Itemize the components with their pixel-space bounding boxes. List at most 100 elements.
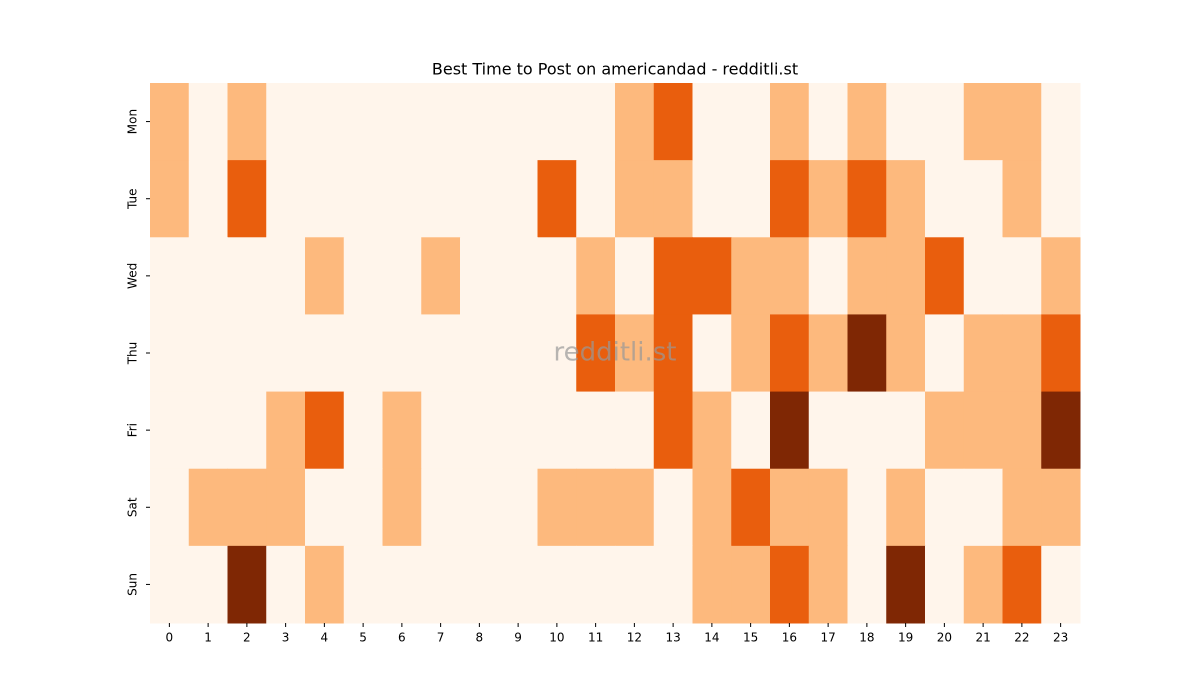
- heatmap-cell: [227, 237, 267, 315]
- heatmap-cell: [460, 468, 500, 547]
- x-tick-label: 0: [166, 631, 174, 645]
- heatmap-cell: [227, 468, 267, 547]
- heatmap-cell: [266, 545, 306, 624]
- y-tick-label: Mon: [126, 109, 140, 134]
- heatmap-cell: [615, 83, 655, 161]
- heatmap-cell: [1002, 237, 1042, 315]
- heatmap-cell: [615, 314, 655, 393]
- heatmap-cell: [150, 391, 190, 470]
- x-tick-label: 2: [243, 631, 251, 645]
- heatmap-cell: [808, 160, 848, 238]
- y-tick-label: Thu: [126, 342, 140, 366]
- heatmap-cell: [576, 314, 616, 393]
- heatmap-cell: [266, 468, 306, 547]
- heatmap-cell: [537, 83, 577, 161]
- heatmap-cell: [266, 83, 306, 161]
- heatmap-cell: [886, 237, 926, 315]
- heatmap-cell: [692, 468, 732, 547]
- heatmap-cell: [692, 237, 732, 315]
- heatmap-cell: [343, 314, 383, 393]
- heatmap-cell: [886, 545, 926, 624]
- x-tick-label: 23: [1053, 631, 1068, 645]
- heatmap-cell: [266, 391, 306, 470]
- heatmap-cell: [498, 160, 538, 238]
- heatmap-cell: [421, 237, 461, 315]
- heatmap-cell: [460, 160, 500, 238]
- heatmap-cell: [1041, 314, 1081, 393]
- heatmap-cell: [498, 391, 538, 470]
- heatmap-cell: [576, 160, 616, 238]
- heatmap-cell: [1002, 83, 1042, 161]
- heatmap-cell: [382, 83, 422, 161]
- heatmap-cell: [653, 545, 693, 624]
- x-tick-label: 20: [937, 631, 952, 645]
- heatmap-cell: [615, 545, 655, 624]
- x-tick-label: 12: [627, 631, 642, 645]
- heatmap-cell: [808, 391, 848, 470]
- heatmap-cell: [808, 83, 848, 161]
- heatmap-cell: [150, 160, 190, 238]
- heatmap-cell: [266, 314, 306, 393]
- heatmap-cell: [692, 314, 732, 393]
- heatmap-cell: [1002, 314, 1042, 393]
- heatmap-cell: [227, 314, 267, 393]
- heatmap-cell: [886, 314, 926, 393]
- heatmap-cell: [343, 391, 383, 470]
- heatmap-cell: [305, 83, 345, 161]
- heatmap-cell: [886, 83, 926, 161]
- x-tick-label: 4: [321, 631, 329, 645]
- x-tick-label: 21: [975, 631, 990, 645]
- heatmap-cell: [808, 237, 848, 315]
- heatmap-cell: [886, 160, 926, 238]
- x-tick-label: 7: [437, 631, 445, 645]
- heatmap-cell: [460, 545, 500, 624]
- heatmap-cell: [188, 83, 228, 161]
- heatmap-cell: [692, 391, 732, 470]
- heatmap-cell: [770, 83, 810, 161]
- heatmap-cell: [498, 237, 538, 315]
- heatmap-cell: [731, 83, 771, 161]
- heatmap-cell: [150, 468, 190, 547]
- heatmap-cell: [692, 83, 732, 161]
- heatmap-cell: [615, 237, 655, 315]
- x-tick-label: 11: [588, 631, 603, 645]
- heatmap-cell: [925, 468, 965, 547]
- heatmap-cell: [770, 237, 810, 315]
- heatmap-cell: [188, 160, 228, 238]
- heatmap-cell: [925, 545, 965, 624]
- heatmap-cell: [188, 237, 228, 315]
- x-tick-label: 10: [549, 631, 564, 645]
- heatmap-cell: [925, 314, 965, 393]
- x-tick-label: 16: [782, 631, 797, 645]
- heatmap-cell: [808, 314, 848, 393]
- heatmap-cell: [421, 314, 461, 393]
- heatmap-cell: [150, 545, 190, 624]
- heatmap-cell: [382, 545, 422, 624]
- heatmap-cell: [963, 314, 1003, 393]
- heatmap-cell: [653, 468, 693, 547]
- heatmap-cell: [770, 545, 810, 624]
- heatmap-cell: [731, 391, 771, 470]
- heatmap-cell: [731, 314, 771, 393]
- heatmap-cell: [731, 237, 771, 315]
- heatmap-cell: [808, 545, 848, 624]
- heatmap-cell: [925, 237, 965, 315]
- watermark: redditli.st: [554, 338, 677, 368]
- x-tick-label: 17: [820, 631, 835, 645]
- heatmap-cell: [1041, 545, 1081, 624]
- heatmap-cell: [886, 391, 926, 470]
- heatmap-cell: [343, 83, 383, 161]
- heatmap-cell: [382, 237, 422, 315]
- heatmap-cell: [1002, 545, 1042, 624]
- heatmap-cell: [847, 391, 887, 470]
- x-tick-label: 22: [1014, 631, 1029, 645]
- x-tick-label: 8: [476, 631, 484, 645]
- heatmap-cell: [963, 160, 1003, 238]
- chart-title: Best Time to Post on americandad - reddi…: [432, 60, 798, 79]
- heatmap-cell: [847, 83, 887, 161]
- heatmap-cell: [1002, 468, 1042, 547]
- heatmap-cell: [963, 83, 1003, 161]
- heatmap-cell: [227, 545, 267, 624]
- heatmap-cell: [421, 83, 461, 161]
